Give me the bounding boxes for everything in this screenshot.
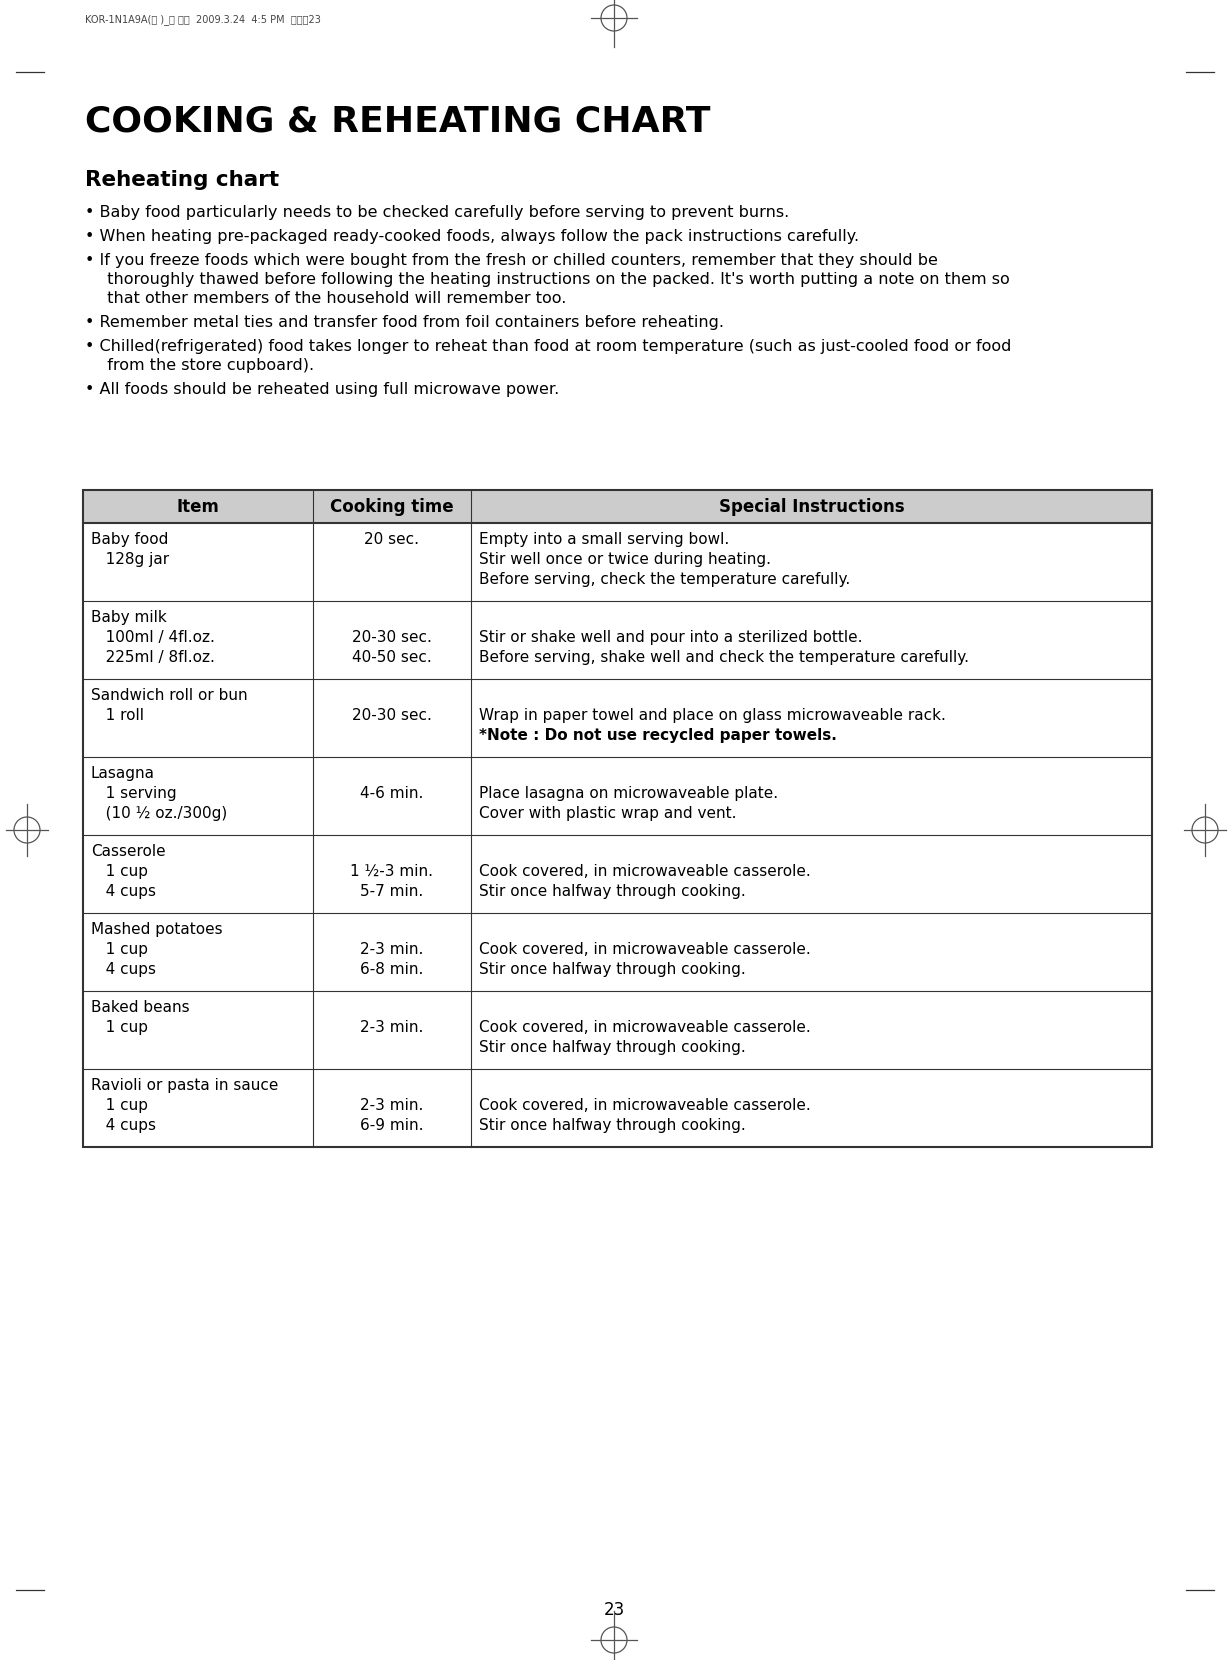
Text: Cook covered, in microwaveable casserole.: Cook covered, in microwaveable casserole… [479,941,811,958]
Text: Stir once halfway through cooking.: Stir once halfway through cooking. [479,1041,746,1056]
Text: thoroughly thawed before following the heating instructions on the packed. It's : thoroughly thawed before following the h… [97,272,1010,287]
Text: Place lasagna on microwaveable plate.: Place lasagna on microwaveable plate. [479,785,778,802]
Text: 1 cup: 1 cup [91,863,147,880]
Text: from the store cupboard).: from the store cupboard). [97,359,315,374]
Text: Cook covered, in microwaveable casserole.: Cook covered, in microwaveable casserole… [479,863,811,880]
Text: 23: 23 [603,1600,626,1618]
Text: 20 sec.: 20 sec. [365,531,419,548]
Text: 128g jar: 128g jar [91,553,170,568]
Text: KOR-1N1A9A(영 )_미 주황  2009.3.24  4:5 PM  페이지23: KOR-1N1A9A(영 )_미 주황 2009.3.24 4:5 PM 페이지… [85,13,321,25]
Text: • All foods should be reheated using full microwave power.: • All foods should be reheated using ful… [85,382,559,397]
Text: 20-30 sec.: 20-30 sec. [351,709,431,724]
Text: 2-3 min.: 2-3 min. [360,941,424,958]
Text: 4-6 min.: 4-6 min. [360,785,424,802]
Text: Ravioli or pasta in sauce: Ravioli or pasta in sauce [91,1077,279,1092]
Text: Lasagna: Lasagna [91,765,155,780]
Text: 6-9 min.: 6-9 min. [360,1117,424,1134]
Text: Stir once halfway through cooking.: Stir once halfway through cooking. [479,963,746,978]
Text: 2-3 min.: 2-3 min. [360,1019,424,1034]
Text: that other members of the household will remember too.: that other members of the household will… [97,290,567,305]
Text: 1 cup: 1 cup [91,1097,147,1112]
Text: 4 cups: 4 cups [91,885,156,900]
Text: Cook covered, in microwaveable casserole.: Cook covered, in microwaveable casserole… [479,1097,811,1112]
Bar [84,490,1152,1147]
Text: Sandwich roll or bun: Sandwich roll or bun [91,687,247,702]
Text: • Remember metal ties and transfer food from foil containers before reheating.: • Remember metal ties and transfer food … [85,315,724,330]
Text: 5-7 min.: 5-7 min. [360,885,424,900]
Text: Mashed potatoes: Mashed potatoes [91,921,222,936]
Text: 1 ½-3 min.: 1 ½-3 min. [350,863,434,880]
Text: Cover with plastic wrap and vent.: Cover with plastic wrap and vent. [479,807,736,822]
Text: *Note : Do not use recycled paper towels.: *Note : Do not use recycled paper towels… [479,729,837,744]
Text: Cook covered, in microwaveable casserole.: Cook covered, in microwaveable casserole… [479,1019,811,1034]
Text: Cooking time: Cooking time [331,498,454,516]
Text: Stir once halfway through cooking.: Stir once halfway through cooking. [479,885,746,900]
Text: Baby food: Baby food [91,531,168,548]
Text: Before serving, shake well and check the temperature carefully.: Before serving, shake well and check the… [479,651,968,666]
Text: Stir or shake well and pour into a sterilized bottle.: Stir or shake well and pour into a steri… [479,631,863,646]
Text: 6-8 min.: 6-8 min. [360,963,424,978]
Text: • Chilled(refrigerated) food takes longer to reheat than food at room temperatur: • Chilled(refrigerated) food takes longe… [85,339,1011,354]
Text: Item: Item [177,498,219,516]
Text: 1 cup: 1 cup [91,1019,147,1034]
Text: COOKING & REHEATING CHART: COOKING & REHEATING CHART [85,105,710,139]
Text: Casserole: Casserole [91,843,166,858]
Text: Baby milk: Baby milk [91,609,167,626]
Text: 100ml / 4fl.oz.: 100ml / 4fl.oz. [91,631,215,646]
Text: Wrap in paper towel and place on glass microwaveable rack.: Wrap in paper towel and place on glass m… [479,709,946,724]
Text: 2-3 min.: 2-3 min. [360,1097,424,1112]
Text: Before serving, check the temperature carefully.: Before serving, check the temperature ca… [479,573,850,588]
Text: 1 serving: 1 serving [91,785,177,802]
Text: 4 cups: 4 cups [91,963,156,978]
Text: • Baby food particularly needs to be checked carefully before serving to prevent: • Baby food particularly needs to be che… [85,204,789,221]
Text: 20-30 sec.: 20-30 sec. [351,631,431,646]
Text: • When heating pre-packaged ready-cooked foods, always follow the pack instructi: • When heating pre-packaged ready-cooked… [85,229,859,244]
Bar [84,490,1152,523]
Text: Stir once halfway through cooking.: Stir once halfway through cooking. [479,1117,746,1134]
Text: 225ml / 8fl.oz.: 225ml / 8fl.oz. [91,651,215,666]
Text: (10 ½ oz./300g): (10 ½ oz./300g) [91,807,227,822]
Text: Empty into a small serving bowl.: Empty into a small serving bowl. [479,531,729,548]
Text: 4 cups: 4 cups [91,1117,156,1134]
Text: Baked beans: Baked beans [91,999,189,1014]
Text: Reheating chart: Reheating chart [85,169,279,189]
Text: 1 roll: 1 roll [91,709,144,724]
Text: Special Instructions: Special Instructions [719,498,905,516]
Text: • If you freeze foods which were bought from the fresh or chilled counters, reme: • If you freeze foods which were bought … [85,252,938,267]
Text: Stir well once or twice during heating.: Stir well once or twice during heating. [479,553,771,568]
Text: 1 cup: 1 cup [91,941,147,958]
Text: 40-50 sec.: 40-50 sec. [351,651,431,666]
